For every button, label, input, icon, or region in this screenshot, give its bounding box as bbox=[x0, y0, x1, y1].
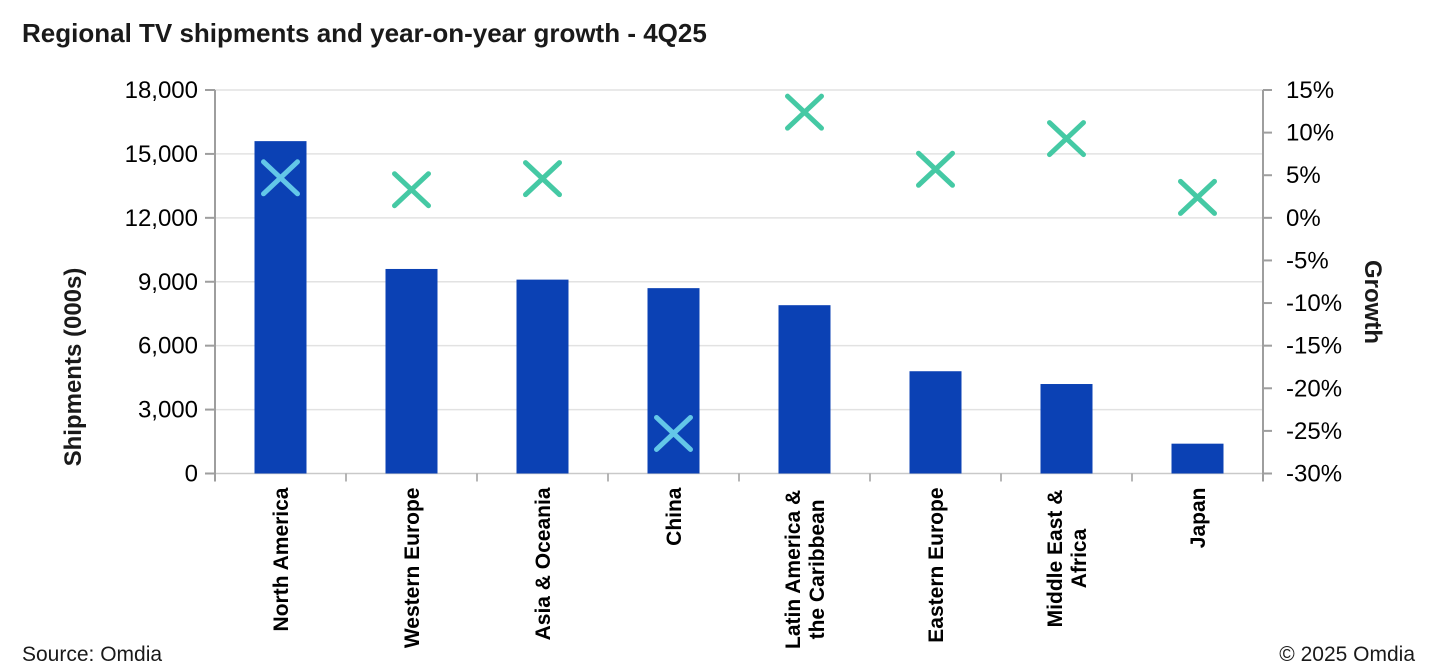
category-label: the Caribbean bbox=[806, 499, 829, 639]
left-axis-tick-label: 15,000 bbox=[125, 141, 198, 168]
growth-marker bbox=[1178, 178, 1217, 216]
right-axis-tick-label: 5% bbox=[1286, 162, 1321, 189]
right-axis-tick-label: -25% bbox=[1286, 418, 1342, 445]
category-label: Western Europe bbox=[401, 488, 424, 649]
left-axis-tick-label: 12,000 bbox=[125, 205, 198, 232]
chart-title: Regional TV shipments and year-on-year g… bbox=[22, 18, 707, 48]
growth-marker bbox=[785, 93, 824, 131]
shipments-bar bbox=[516, 279, 569, 474]
growth-marker bbox=[392, 171, 431, 209]
growth-marker bbox=[523, 160, 562, 198]
growth-marker bbox=[261, 159, 300, 197]
source-note: Source: Omdia bbox=[22, 643, 163, 666]
left-axis-tick-label: 9,000 bbox=[138, 269, 198, 296]
category-label: Africa bbox=[1068, 528, 1091, 588]
left-axis-tick-label: 6,000 bbox=[138, 333, 198, 360]
category-label: Eastern Europe bbox=[925, 488, 948, 643]
shipments-bar bbox=[1040, 384, 1093, 474]
shipments-bar bbox=[1171, 443, 1224, 474]
growth-marker bbox=[1047, 120, 1086, 158]
category-label: Middle East & bbox=[1044, 490, 1067, 628]
growth-marker bbox=[654, 414, 693, 452]
right-axis-tick-label: 0% bbox=[1286, 205, 1321, 232]
shipments-bar bbox=[385, 268, 438, 474]
category-label: China bbox=[663, 487, 686, 546]
shipments-bar bbox=[778, 305, 831, 474]
category-label: North America bbox=[270, 487, 293, 631]
right-axis-tick-label: 15% bbox=[1286, 77, 1334, 104]
left-axis-tick-label: 3,000 bbox=[138, 397, 198, 424]
copyright-note: © 2025 Omdia bbox=[1279, 643, 1415, 666]
shipments-bar bbox=[254, 141, 307, 474]
category-label: Japan bbox=[1187, 488, 1210, 549]
right-axis-tick-label: -20% bbox=[1286, 375, 1342, 402]
growth-marker bbox=[916, 150, 955, 188]
right-axis-tick-label: -15% bbox=[1286, 333, 1342, 360]
right-axis-tick-label: -5% bbox=[1286, 247, 1329, 274]
shipments-bar bbox=[647, 288, 700, 474]
left-axis-tick-label: 0 bbox=[185, 461, 198, 488]
category-label: Latin America & bbox=[782, 490, 805, 649]
right-axis-tick-label: -10% bbox=[1286, 290, 1342, 317]
right-axis-tick-label: 10% bbox=[1286, 120, 1334, 147]
category-label: Asia & Oceania bbox=[532, 487, 555, 640]
shipments-bar bbox=[909, 371, 962, 474]
left-axis-tick-label: 18,000 bbox=[125, 77, 198, 104]
right-axis-tick-label: -30% bbox=[1286, 461, 1342, 488]
